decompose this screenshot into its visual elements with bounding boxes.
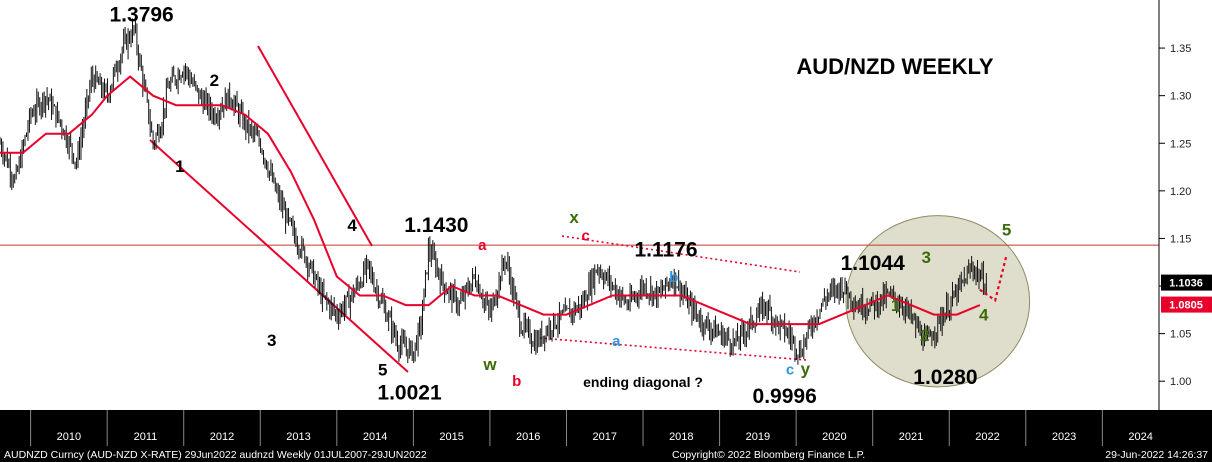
wave-annotation: 1: [175, 157, 184, 176]
x-tick-label: 2019: [746, 431, 770, 443]
x-tick-label: 2017: [593, 431, 617, 443]
y-tick-label: 1.35: [1170, 43, 1191, 55]
diagonal-upper-line: [561, 235, 801, 273]
chart-title: AUD/NZD WEEKLY: [796, 54, 994, 79]
wave-annotation: x: [569, 208, 579, 227]
y-tick-label: 1.30: [1170, 91, 1191, 103]
trend-lines: [149, 45, 807, 373]
target-zone-ellipse: [845, 215, 1031, 388]
wave-annotation: 1.0021: [377, 381, 442, 404]
wave-annotation: 1.3796: [110, 3, 174, 26]
wave-annotation: 2: [210, 71, 219, 90]
x-tick-label: 2013: [286, 431, 310, 443]
wave-annotation: 5: [1002, 221, 1011, 240]
y-tick-label: 1.20: [1170, 186, 1191, 198]
x-tick-label: 2011: [134, 431, 158, 443]
x-tick-label: 2021: [899, 431, 923, 443]
x-tick-label: 2014: [363, 431, 387, 443]
x-tick-label: 2023: [1052, 431, 1076, 443]
x-tick-label: 2024: [1128, 431, 1152, 443]
y-tick-label: 1.15: [1170, 233, 1191, 245]
trend-line-lower: [149, 139, 409, 373]
x-tick-label: 2018: [669, 431, 693, 443]
wave-annotation: 1: [891, 296, 900, 315]
trend-line-upper: [257, 45, 373, 247]
wave-annotation: 4: [347, 216, 357, 235]
projection-path: [979, 254, 1008, 303]
wave-annotation: 3: [267, 331, 276, 350]
y-tick-label: 1.05: [1170, 329, 1191, 341]
wave-annotation: a: [612, 333, 621, 350]
price-label-box: [1161, 296, 1212, 313]
footer-source: AUDNZD Curncy (AUD-NZD X-RATE) 29Jun2022…: [4, 449, 427, 461]
x-axis-band: [0, 410, 1212, 446]
x-tick-label: 2016: [516, 431, 540, 443]
y-tick-label: 1.00: [1170, 376, 1191, 388]
footer-copyright: Copyright© 2022 Bloomberg Finance L.P.: [672, 449, 865, 461]
wave-annotation: c: [581, 227, 589, 244]
wave-annotation: 1.1176: [634, 239, 697, 262]
wave-annotation: 4: [979, 305, 989, 324]
wave-annotation: b: [669, 269, 678, 286]
wave-annotation: c: [786, 362, 794, 379]
wave-annotation: b: [512, 373, 521, 390]
y-tick-label: 1.25: [1170, 138, 1191, 150]
footer-bar: [0, 446, 1212, 462]
wave-annotation: ending diagonal ?: [583, 374, 703, 390]
price-bars: [0, 18, 987, 365]
x-tick-label: 2015: [439, 431, 463, 443]
moving-average-line: [0, 75, 981, 326]
wave-annotation: w: [482, 355, 497, 374]
price-label: 1.1036: [1169, 278, 1203, 290]
x-tick-label: 2020: [822, 431, 846, 443]
wave-annotation: 1.1044: [841, 252, 906, 275]
price-label-box: [1161, 274, 1212, 291]
price-label: 1.0805: [1169, 300, 1203, 312]
x-tick-label: 2022: [975, 431, 999, 443]
x-tick-label: 2010: [57, 431, 81, 443]
wave-annotation: 1.1430: [404, 214, 468, 237]
wave-annotation: 2: [920, 326, 929, 345]
footer-timestamp: 29-Jun-2022 14:26:37: [1105, 449, 1208, 461]
wave-annotation: 5: [378, 360, 387, 379]
x-tick-label: 2012: [210, 431, 234, 443]
wave-annotation: 3: [922, 248, 931, 267]
wave-annotation: 0.9996: [753, 385, 817, 408]
wave-annotation: y: [801, 360, 811, 379]
wave-annotation: a: [478, 237, 487, 254]
wave-annotation: 1.0280: [913, 366, 977, 389]
